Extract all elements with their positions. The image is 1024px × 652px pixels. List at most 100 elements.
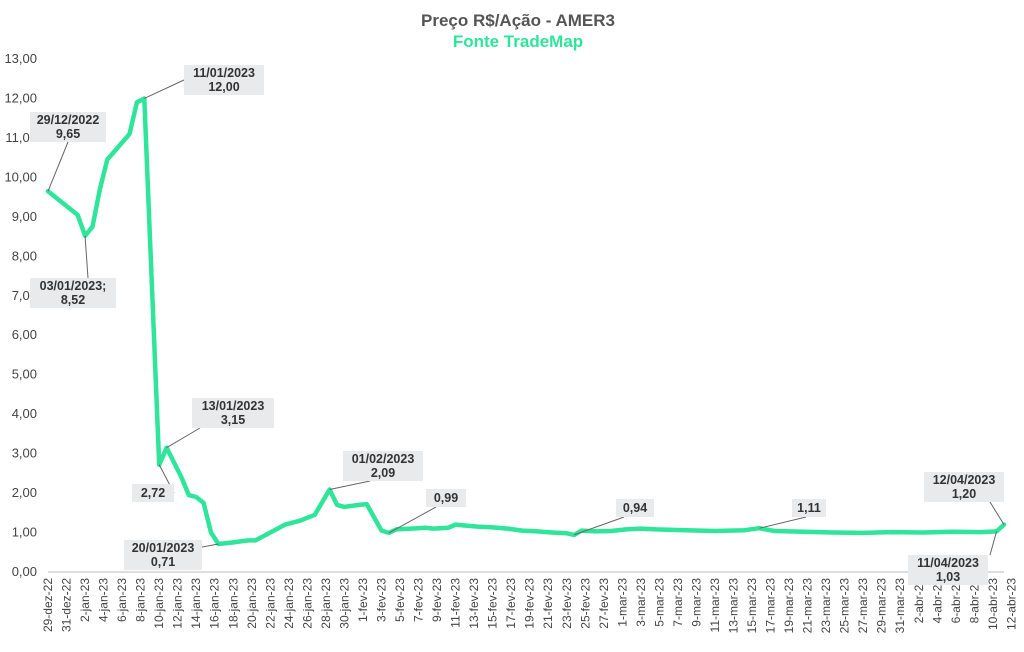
leader-line (84, 235, 89, 279)
data-label-value: 12,00 (208, 80, 239, 94)
leader-line (201, 543, 219, 548)
data-label-value: 0,94 (623, 501, 647, 515)
x-tick-label: 25-fev-23 (578, 578, 592, 629)
x-tick-label: 6-jan-23 (115, 578, 129, 622)
y-tick-label: 6,00 (12, 327, 37, 342)
y-tick-label: 10,00 (4, 169, 37, 184)
x-tick-label: 29-dez-22 (41, 578, 55, 632)
x-tick-label: 24-jan-23 (282, 578, 296, 629)
x-tick-label: 2-abr-23 (912, 578, 926, 624)
y-tick-label: 9,00 (12, 209, 37, 224)
data-label-box (124, 540, 202, 570)
leader-line (759, 516, 807, 529)
x-tick-label: 26-jan-23 (300, 578, 314, 629)
x-axis: 29-dez-22 31-dez-22 2-jan-23 4-jan-23 6-jan-… (41, 578, 1018, 634)
data-label-date: 01/02/2023 (352, 452, 415, 466)
data-label: 03/01/2023;8,52 (30, 235, 116, 308)
leader-line (989, 531, 998, 556)
x-tick-label: 23-fev-23 (560, 578, 574, 629)
data-label-value: 1,03 (936, 570, 960, 584)
data-label: 0,94 (574, 499, 654, 536)
data-label-date: 03/01/2023; (40, 279, 107, 293)
x-tick-label: 17-fev-23 (504, 578, 518, 629)
x-tick-label: 3-fev-23 (374, 578, 388, 622)
leader-line (989, 501, 1005, 525)
y-tick-label: 0,00 (12, 564, 37, 579)
series-line (45, 96, 1007, 547)
x-tick-label: 8-jan-23 (134, 578, 148, 622)
y-tick-label: 4,00 (12, 406, 37, 421)
y-tick-label: 11,00 (5, 130, 37, 145)
data-label-value: 1,11 (797, 501, 821, 515)
data-label-value: 0,99 (434, 491, 458, 505)
data-label-box (426, 489, 466, 507)
leader-line (574, 516, 625, 536)
x-tick-label: 28-jan-23 (319, 578, 333, 629)
leader-line (388, 506, 437, 534)
leader-line (166, 427, 201, 449)
x-tick-label: 1-mar-23 (615, 578, 629, 627)
x-tick-label: 8-abr-23 (967, 578, 981, 624)
chart-subtitle: Fonte TradeMap (453, 32, 583, 51)
data-label-value: 1,20 (952, 487, 976, 501)
x-tick-label: 11-mar-23 (708, 578, 722, 633)
data-label-date: 11/01/2023 (193, 66, 255, 80)
x-tick-label: 27-mar-23 (856, 578, 870, 634)
data-label: 0,99 (388, 489, 466, 534)
x-tick-label: 22-jan-23 (263, 578, 277, 629)
data-label-box (184, 65, 264, 95)
x-tick-label: 7-fev-23 (412, 578, 426, 622)
y-tick-label: 5,00 (12, 367, 37, 382)
chart-title: Preço R$/Ação - AMER3 (421, 11, 615, 30)
x-tick-label: 7-mar-23 (671, 578, 685, 627)
data-label-box (792, 499, 826, 517)
x-tick-label: 21-mar-23 (801, 578, 815, 634)
x-tick-label: 14-jan-23 (189, 578, 203, 629)
x-tick-label: 31-mar-23 (893, 578, 907, 634)
leader-line (329, 480, 371, 491)
data-label-value: 8,52 (61, 293, 85, 307)
x-tick-label: 9-mar-23 (689, 578, 703, 627)
x-tick-label: 3-mar-23 (634, 578, 648, 627)
data-label-value: 2,72 (141, 486, 165, 500)
x-tick-label: 12-jan-23 (171, 578, 185, 629)
leader-line (144, 79, 185, 99)
x-tick-label: 19-mar-23 (782, 578, 796, 634)
series-group (45, 96, 1007, 547)
data-label-box (616, 499, 654, 517)
x-tick-label: 6-abr-23 (949, 578, 963, 624)
data-label-date: 12/04/2023 (933, 473, 996, 487)
y-tick-label: 1,00 (12, 525, 37, 540)
x-tick-label: 27-fev-23 (597, 578, 611, 629)
x-tick-label: 2-jan-23 (78, 578, 92, 622)
y-tick-label: 12,00 (4, 90, 37, 105)
data-label-box (30, 278, 116, 308)
x-tick-label: 13-fev-23 (467, 578, 481, 629)
data-label-box (192, 398, 274, 428)
data-label-box (343, 451, 423, 481)
data-label-box (30, 112, 106, 142)
x-tick-label: 18-jan-23 (226, 578, 240, 629)
x-tick-label: 4-jan-23 (97, 578, 111, 622)
x-tick-label: 13-mar-23 (727, 578, 741, 634)
x-tick-label: 15-fev-23 (486, 578, 500, 629)
x-tick-label: 16-jan-23 (208, 578, 222, 629)
x-tick-label: 4-abr-23 (930, 578, 944, 624)
y-tick-label: 3,00 (12, 446, 37, 461)
data-label-box (924, 472, 1004, 502)
x-tick-label: 30-jan-23 (337, 578, 351, 629)
x-tick-label: 23-mar-23 (819, 578, 833, 634)
x-tick-label: 5-mar-23 (652, 578, 666, 627)
x-tick-label: 10-abr-23 (986, 578, 1000, 630)
x-tick-label: 17-mar-23 (764, 578, 778, 634)
data-label-date: 13/01/2023 (202, 399, 265, 413)
